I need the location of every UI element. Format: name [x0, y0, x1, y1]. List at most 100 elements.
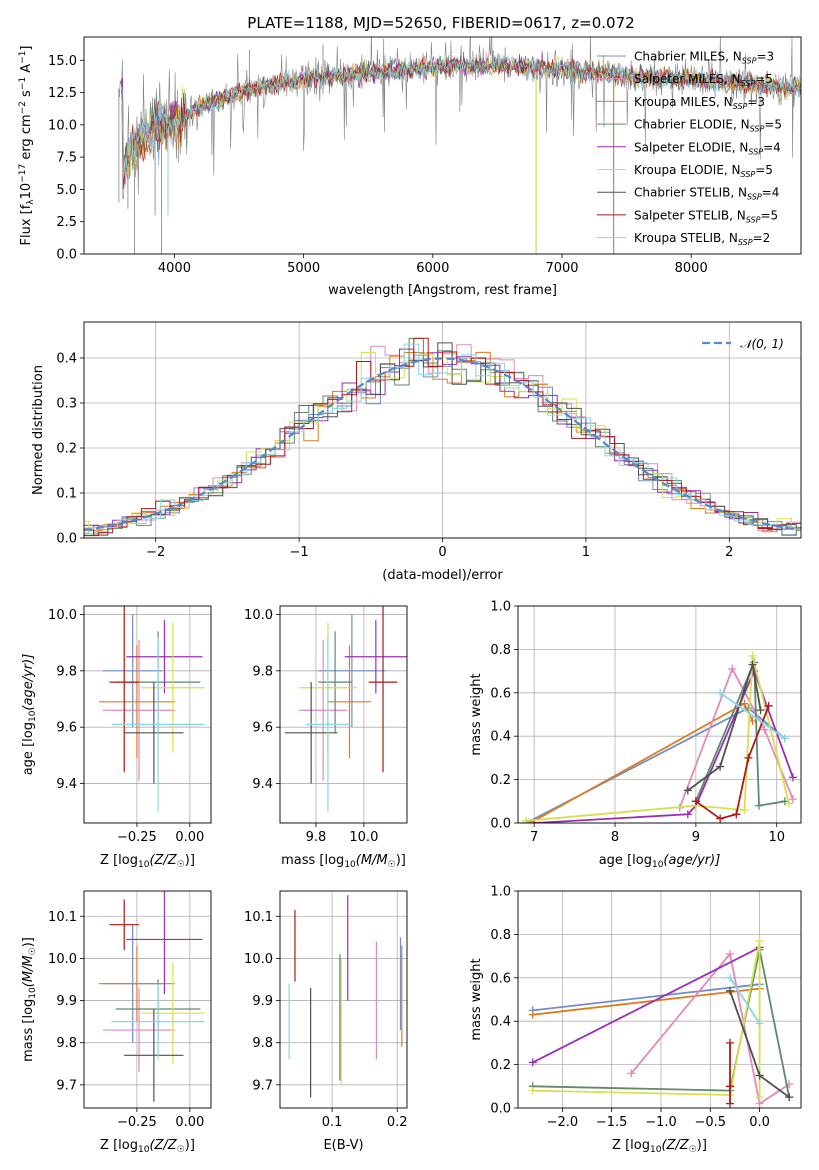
mass-weight-line — [719, 692, 786, 740]
x-axis-label: wavelength [Angstrom, rest frame] — [328, 283, 557, 298]
mass-weight-marker — [528, 1058, 537, 1067]
mass-weight-marker — [683, 786, 692, 795]
mass-weight-line — [532, 983, 760, 1012]
x-axis-label: E(B-V) — [323, 1138, 363, 1153]
y-tick-label: 2.5 — [56, 215, 77, 230]
y-tick-label: 9.8 — [252, 1036, 273, 1051]
x-axis-label: (data-model)/error — [382, 568, 503, 583]
x-tick-label: 9 — [692, 830, 700, 845]
mass-weight-marker — [728, 664, 737, 673]
x-tick-label: −1.0 — [645, 1115, 677, 1130]
x-axis-label: Z [log10(Z/Z☉)] — [100, 853, 195, 870]
y-tick-label: 0.6 — [490, 686, 511, 701]
mass-weight-marker — [726, 1099, 735, 1108]
model-spectrum — [121, 53, 801, 178]
axes-frame — [83, 36, 802, 255]
x-axis-label: age [log10(age/yr)] — [599, 853, 721, 870]
mass-weight-marker — [748, 651, 757, 660]
y-tick-label: 9.8 — [56, 1036, 77, 1051]
x-tick-label: −0.25 — [117, 1115, 157, 1130]
x-tick-label: 0.2 — [387, 1115, 408, 1130]
y-tick-label: 9.7 — [252, 1078, 273, 1093]
axes-frame — [517, 890, 802, 1109]
y-tick-label: 7.5 — [56, 151, 77, 166]
y-tick-label: 0.2 — [490, 1058, 511, 1073]
y-tick-label: 10.1 — [244, 910, 273, 925]
x-tick-label: 7 — [530, 830, 538, 845]
y-axis-label: mass weight — [469, 958, 484, 1040]
x-axis-label: Z [log10(Z/Z☉)] — [100, 1138, 195, 1155]
x-tick-label: 8 — [611, 830, 619, 845]
legend-entry: Kroupa STELIB, NSSP=2 — [634, 231, 770, 247]
y-axis-label: Flux [fλ10−17 erg cm−2 s−1 A−1] — [18, 46, 36, 246]
mass-weight-line — [687, 664, 762, 792]
y-axis-label: mass [log10(M/M☉)] — [21, 937, 38, 1062]
weight-lines — [522, 651, 797, 823]
y-tick-label: 10.0 — [48, 608, 77, 623]
y-tick-label: 9.7 — [56, 1078, 77, 1093]
y-tick-label: 0.1 — [56, 487, 77, 502]
mass-weight-marker — [726, 1082, 735, 1091]
y-tick-label: 1.0 — [490, 885, 511, 900]
legend-entry: Chabrier STELIB, NSSP=4 — [634, 186, 779, 202]
mass-weight-marker — [716, 688, 725, 697]
axes-frame — [83, 890, 212, 1109]
legend-entry: Salpeter ELODIE, NSSP=4 — [634, 140, 781, 156]
mass-weight-marker — [755, 1093, 764, 1102]
y-tick-label: 9.4 — [252, 777, 273, 792]
massweight_vs_age-panel: 7 8 9 10 0.0 0.2 0.4 0.6 0.8 1.0 age [log10(age/yr… — [469, 600, 802, 870]
x-tick-label: 8000 — [675, 261, 708, 276]
y-tick-label: 0.4 — [56, 352, 77, 367]
y-tick-label: 10.0 — [244, 608, 273, 623]
mass-weight-marker — [754, 801, 763, 810]
massweight_vs_Z-panel: −2.0 −1.5 −1.0 −0.5 0.0 0.0 0.2 0.4 0.6 0.8 1.0 Z [… — [469, 885, 802, 1155]
axes-frame — [279, 605, 408, 824]
axes-frame — [517, 605, 802, 824]
y-axis-label: age [log10(age/yr)] — [21, 654, 38, 776]
y-tick-label: 10.0 — [48, 118, 77, 133]
figure-title: PLATE=1188, MJD=52650, FIBERID=0617, z=0… — [247, 14, 634, 32]
y-tick-label: 1.0 — [490, 600, 511, 615]
mass-weight-marker — [740, 699, 749, 708]
y-tick-label: 9.6 — [252, 721, 273, 736]
x-tick-label: 6000 — [416, 261, 449, 276]
legend-entry: Salpeter MILES, NSSP=5 — [634, 72, 773, 88]
legend-entry: Chabrier MILES, NSSP=3 — [634, 50, 774, 66]
mass-weight-marker — [528, 1086, 537, 1095]
mass-weight-marker — [755, 936, 764, 945]
mass-weight-line — [630, 951, 790, 1106]
y-tick-label: 9.6 — [56, 721, 77, 736]
mass-weight-marker — [788, 773, 797, 782]
x-tick-label: 1 — [582, 545, 590, 560]
mass-weight-marker — [716, 762, 725, 771]
mass-weight-marker — [726, 1038, 735, 1047]
x-tick-label: 4000 — [158, 261, 191, 276]
x-tick-label: 0.00 — [175, 830, 204, 845]
y-tick-label: 0.0 — [56, 248, 77, 263]
mass-weight-marker — [691, 797, 700, 806]
axes-frame — [83, 605, 212, 824]
age_vs_mass-panel: 9.8 10.0 9.4 9.6 9.8 10.0 mass [log10(M/M☉)] — [244, 605, 408, 870]
histograms — [84, 337, 801, 537]
x-tick-label: −0.25 — [117, 830, 157, 845]
y-axis-label: mass weight — [469, 673, 484, 755]
y-tick-label: 0.6 — [490, 971, 511, 986]
mass-weight-marker — [788, 795, 797, 804]
x-tick-label: −2.0 — [547, 1115, 579, 1130]
y-tick-label: 9.8 — [252, 664, 273, 679]
error-bars — [288, 895, 403, 1098]
x-tick-label: −1.5 — [596, 1115, 628, 1130]
normal-curve — [84, 357, 799, 532]
mass-weight-marker — [785, 1093, 794, 1102]
y-tick-label: 15.0 — [48, 54, 77, 69]
error-bars — [98, 606, 205, 812]
x-tick-label: 10.0 — [349, 830, 378, 845]
mass-weight-marker — [726, 949, 735, 958]
legend-entry: Chabrier ELODIE, NSSP=5 — [634, 118, 782, 134]
y-tick-label: 0.8 — [490, 928, 511, 943]
mass_vs_Z-panel: −0.25 0.00 9.7 9.8 9.9 10.0 10.1 Z [log10(Z/Z☉)… — [21, 890, 212, 1155]
mass-weight-marker — [732, 810, 741, 819]
x-tick-label: −0.5 — [694, 1115, 726, 1130]
mass-weight-marker — [716, 814, 725, 823]
